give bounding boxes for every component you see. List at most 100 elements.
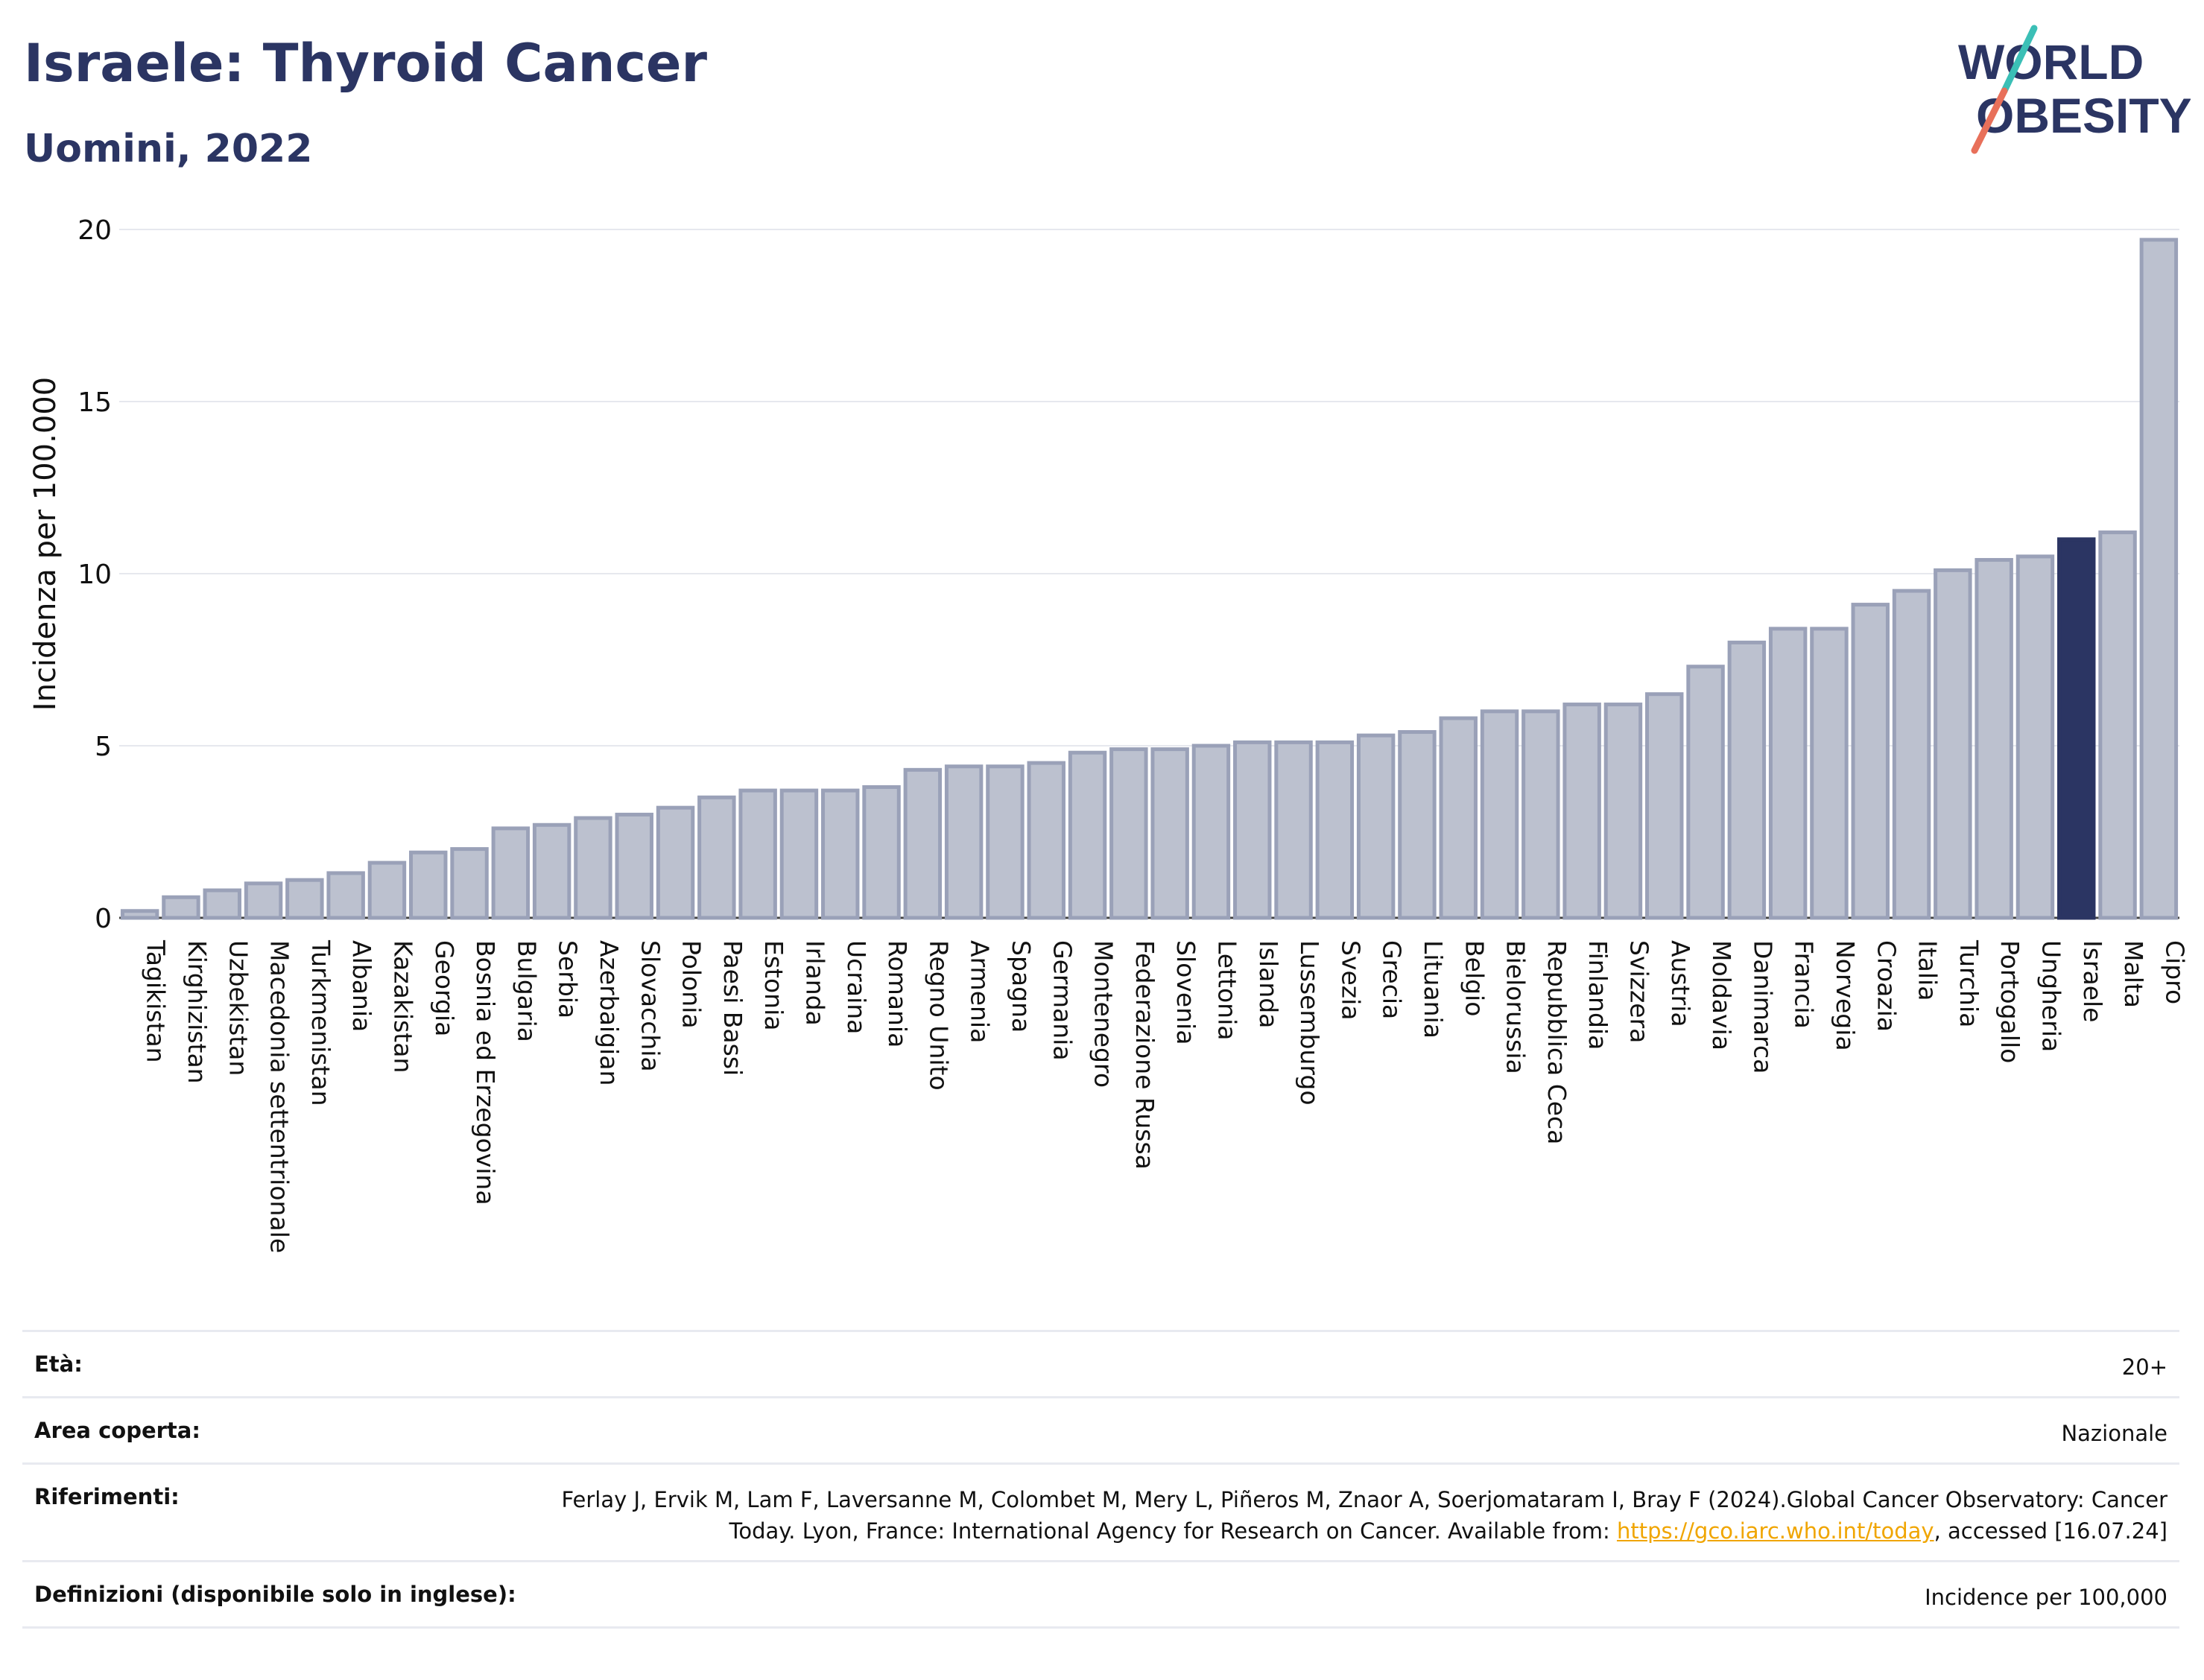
- page-title: Israele: Thyroid Cancer: [24, 33, 708, 94]
- bar[interactable]: [903, 767, 943, 920]
- info-row-age: Età: 20+: [22, 1330, 2179, 1396]
- x-tick-label: Federazione Russa: [1130, 940, 1159, 1170]
- logo-slash-teal: [2001, 25, 2038, 95]
- x-tick-label: Norvegia: [1831, 940, 1860, 1051]
- bar[interactable]: [1439, 716, 1478, 920]
- bar[interactable]: [779, 788, 819, 920]
- bar[interactable]: [1274, 740, 1313, 920]
- y-tick-label: 10: [77, 560, 112, 590]
- bar[interactable]: [1027, 761, 1065, 920]
- x-tick-label: Spagna: [1007, 940, 1036, 1033]
- x-tick-label: Germania: [1048, 940, 1077, 1061]
- references-accessed: , accessed [16.07.24]: [1934, 1518, 2167, 1544]
- bar[interactable]: [244, 881, 283, 920]
- bar[interactable]: [1892, 589, 1931, 920]
- bar[interactable]: [367, 860, 407, 920]
- x-tick-label: Slovenia: [1171, 940, 1200, 1045]
- x-tick-label: Turchia: [1954, 939, 1983, 1027]
- world-obesity-logo: WORLD OBESITY: [1958, 25, 2191, 154]
- bar[interactable]: [1315, 740, 1355, 920]
- bar[interactable]: [203, 888, 241, 920]
- x-tick-label: Uzbekistan: [224, 940, 253, 1076]
- x-tick-label: Tagikistan: [142, 939, 171, 1063]
- bar[interactable]: [1521, 709, 1560, 920]
- x-tick-label: Portogallo: [1995, 940, 2024, 1063]
- bar[interactable]: [1768, 627, 1808, 920]
- x-tick-label: Albania: [347, 940, 376, 1032]
- bar[interactable]: [285, 878, 324, 920]
- bar[interactable]: [1233, 740, 1272, 920]
- x-tick-label: Bielorussia: [1501, 940, 1530, 1074]
- bar[interactable]: [2139, 238, 2179, 920]
- x-tick-label: Irlanda: [800, 940, 829, 1026]
- bar[interactable]: [1356, 733, 1396, 920]
- bar[interactable]: [532, 822, 571, 920]
- references-text: Ferlay J, Ervik M, Lam F, Laversanne M, …: [561, 1487, 2167, 1544]
- references-link[interactable]: https://gco.iarc.who.int/today: [1616, 1518, 1934, 1544]
- bar[interactable]: [697, 795, 736, 920]
- bar[interactable]: [1109, 747, 1148, 920]
- x-tick-label: Kirghizistan: [183, 940, 212, 1084]
- age-label: Età:: [34, 1351, 83, 1377]
- bar[interactable]: [326, 871, 365, 920]
- bar[interactable]: [1150, 747, 1189, 920]
- definitions-label: Definizioni (disponibile solo in inglese…: [34, 1582, 516, 1608]
- bar[interactable]: [944, 764, 984, 920]
- bar[interactable]: [1603, 703, 1643, 920]
- bar[interactable]: [450, 847, 489, 920]
- bar[interactable]: [1810, 627, 1849, 920]
- bar[interactable]: [1068, 750, 1107, 920]
- bar[interactable]: [1975, 558, 2013, 920]
- x-tick-label: Malta: [2119, 940, 2148, 1008]
- bar[interactable]: [615, 812, 653, 920]
- x-tick-label: Regno Unito: [924, 940, 953, 1091]
- bar[interactable]: [821, 788, 860, 920]
- x-tick-labels: Tagikistan Kirghizistan Uzbekistan Macedoni…: [142, 939, 2190, 1253]
- x-tick-label: Italia: [1913, 940, 1942, 1001]
- info-row-area: Area coperta: Nazionale: [22, 1396, 2179, 1462]
- bar[interactable]: [574, 816, 612, 920]
- bar[interactable]: [1562, 703, 1601, 920]
- bar[interactable]: [2015, 554, 2055, 920]
- bar[interactable]: [491, 826, 531, 920]
- bar[interactable]: [986, 764, 1025, 920]
- x-tick-label: Paesi Bassi: [718, 940, 747, 1076]
- bar[interactable]: [1480, 709, 1519, 920]
- x-tick-label: Svizzera: [1624, 940, 1653, 1043]
- x-tick-label: Belgio: [1460, 940, 1489, 1016]
- bar[interactable]: [1645, 692, 1684, 920]
- bar[interactable]: [1727, 640, 1767, 920]
- x-tick-label: Danimarca: [1748, 940, 1777, 1074]
- bar[interactable]: [862, 784, 901, 920]
- logo-slash-red: [1971, 87, 2008, 154]
- x-tick-label: Slovacchia: [636, 940, 665, 1072]
- x-tick-label: Bulgaria: [512, 940, 541, 1042]
- x-tick-label: Repubblica Ceca: [1542, 940, 1571, 1144]
- x-tick-label: Macedonia settentrionale: [265, 940, 294, 1253]
- bar[interactable]: [656, 805, 695, 920]
- bar[interactable]: [120, 909, 159, 920]
- x-tick-label: Turkmenistan: [306, 939, 335, 1106]
- bar[interactable]: [1851, 603, 1890, 920]
- x-tick-label: Romania: [883, 940, 912, 1047]
- y-tick-label: 20: [77, 215, 112, 246]
- bar[interactable]: [1191, 744, 1231, 920]
- definitions-value: Incidence per 100,000: [1925, 1585, 2167, 1611]
- info-row-references: Riferimenti: Ferlay J, Ervik M, Lam F, L…: [22, 1462, 2179, 1560]
- x-tick-label: Armenia: [966, 940, 995, 1043]
- bar[interactable]: [2098, 530, 2137, 920]
- x-tick-label: Ucraina: [842, 940, 871, 1034]
- x-tick-label: Polonia: [677, 940, 706, 1029]
- x-tick-label: Grecia: [1378, 940, 1407, 1019]
- bar[interactable]: [409, 850, 448, 920]
- bar[interactable]: [738, 788, 777, 920]
- bar[interactable]: [1934, 568, 1972, 920]
- references-label: Riferimenti:: [34, 1484, 180, 1510]
- bar[interactable]: [162, 895, 200, 920]
- x-tick-label: Estonia: [759, 940, 788, 1030]
- info-row-definitions: Definizioni (disponibile solo in inglese…: [22, 1560, 2179, 1629]
- bar[interactable]: [2057, 537, 2096, 920]
- bar[interactable]: [1398, 730, 1437, 920]
- bar[interactable]: [1686, 665, 1725, 920]
- x-tick-label: Israele: [2078, 940, 2107, 1023]
